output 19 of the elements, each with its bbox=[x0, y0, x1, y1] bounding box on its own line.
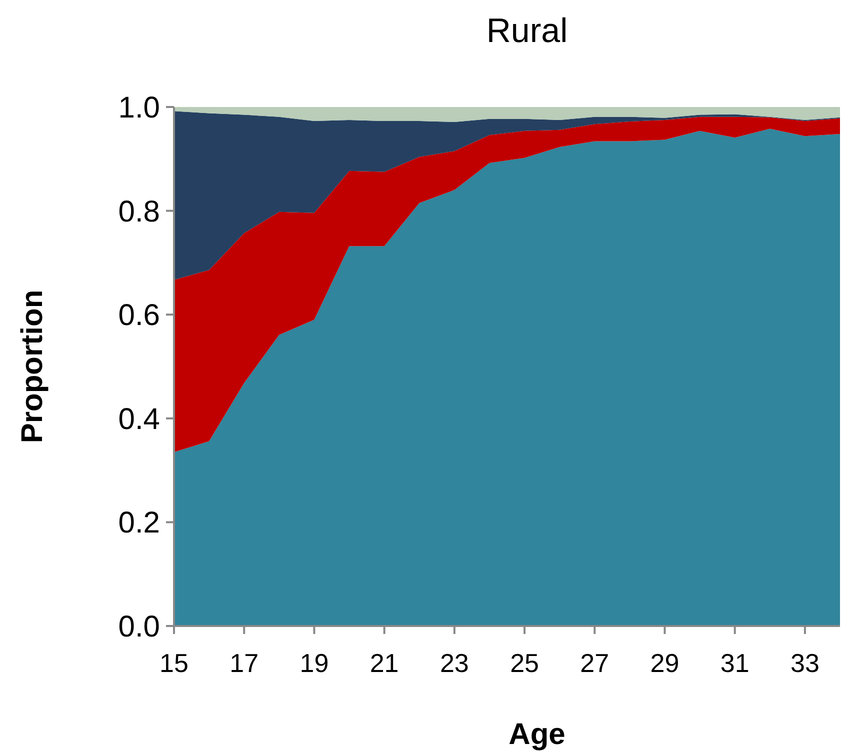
x-tick-label: 33 bbox=[790, 648, 820, 678]
y-tick-label: 0.2 bbox=[118, 506, 160, 540]
y-tick-label: 1.0 bbox=[118, 92, 160, 124]
x-tick-label: 15 bbox=[160, 648, 188, 678]
x-tick-label: 31 bbox=[720, 648, 750, 678]
x-tick-label: 25 bbox=[510, 648, 539, 678]
y-tick-label: 0.6 bbox=[118, 299, 160, 332]
x-tick-label: 27 bbox=[580, 648, 610, 678]
y-tick-label: 0.0 bbox=[118, 610, 160, 644]
y-tick-label: 0.8 bbox=[118, 195, 160, 228]
y-tick-label: 0.4 bbox=[118, 402, 160, 436]
x-tick-label: 29 bbox=[650, 648, 680, 678]
x-tick-label: 23 bbox=[440, 648, 469, 678]
x-tick-label: 19 bbox=[300, 648, 329, 678]
x-tick-label: 17 bbox=[230, 648, 259, 678]
chart-title: Rural bbox=[486, 12, 568, 50]
x-tick-label: 21 bbox=[370, 648, 399, 678]
y-axis-title: Proportion bbox=[16, 290, 49, 444]
x-axis-title: Age bbox=[508, 718, 566, 751]
